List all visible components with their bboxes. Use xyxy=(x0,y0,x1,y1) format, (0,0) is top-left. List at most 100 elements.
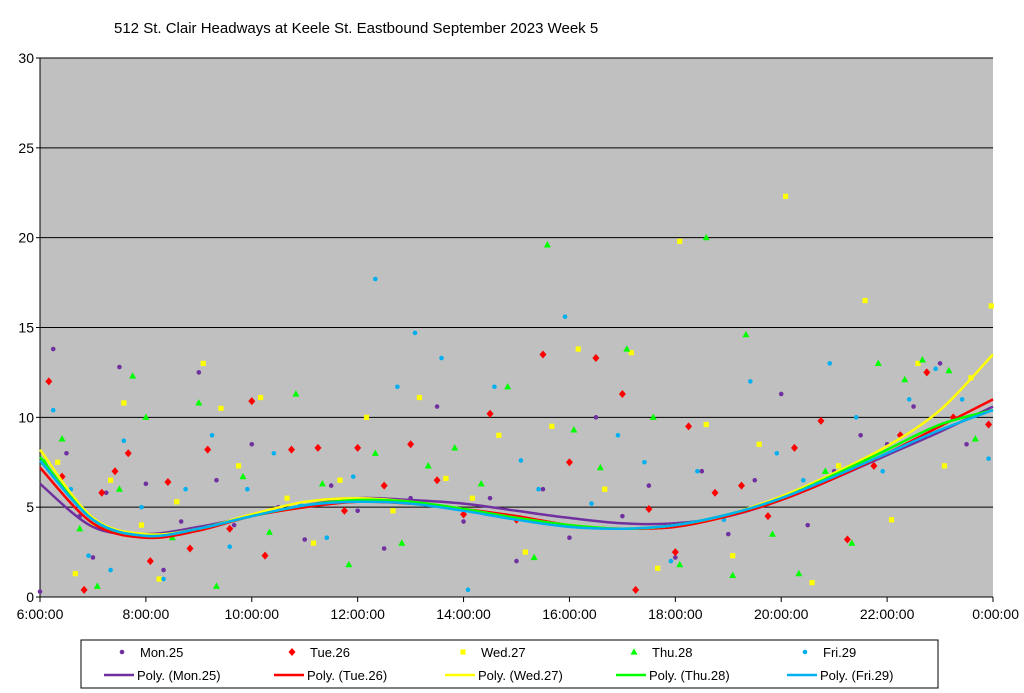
data-point xyxy=(971,435,979,442)
data-point xyxy=(986,456,991,461)
data-point xyxy=(373,276,378,282)
data-point xyxy=(310,540,317,546)
data-point xyxy=(390,508,396,514)
data-point xyxy=(768,530,776,537)
data-point xyxy=(623,345,631,352)
data-point xyxy=(730,553,736,559)
axes: 0 5 10 15 20 25 30 6:00:00 8:00:00 10:00:00 12:00:… xyxy=(17,50,1020,622)
data-point xyxy=(111,467,119,476)
data-point xyxy=(742,330,750,338)
data-point xyxy=(287,445,295,454)
data-point xyxy=(567,535,572,541)
data-point xyxy=(363,414,370,420)
data-point xyxy=(86,553,91,558)
x-tick-label: 0:00:00 xyxy=(972,606,1019,622)
data-point xyxy=(615,433,621,438)
data-point xyxy=(143,481,149,487)
data-point xyxy=(835,463,842,469)
data-point xyxy=(45,377,53,386)
data-point xyxy=(460,510,468,519)
data-point xyxy=(874,359,882,367)
data-point xyxy=(880,468,885,474)
data-point xyxy=(923,368,931,377)
data-point xyxy=(93,582,101,589)
data-point xyxy=(302,537,308,542)
data-point xyxy=(58,435,66,442)
data-point xyxy=(50,346,56,352)
data-point xyxy=(328,483,334,488)
data-point xyxy=(937,361,943,366)
data-point xyxy=(350,474,356,479)
data-point xyxy=(575,346,581,352)
legend-label: Mon.25 xyxy=(140,645,183,660)
legend-label: Fri.29 xyxy=(823,645,856,660)
data-point xyxy=(371,449,379,456)
data-point xyxy=(817,416,825,425)
y-tick-label: 10 xyxy=(18,409,34,425)
data-point xyxy=(55,459,61,465)
data-point xyxy=(628,350,634,356)
data-point xyxy=(645,504,653,513)
data-point xyxy=(589,501,594,506)
data-point xyxy=(649,413,657,420)
data-point xyxy=(261,551,269,560)
data-point xyxy=(752,477,758,483)
y-tick-label: 20 xyxy=(18,230,34,246)
data-point xyxy=(164,478,172,487)
data-point xyxy=(318,480,326,487)
data-point xyxy=(72,571,78,577)
data-point xyxy=(764,512,772,521)
data-point xyxy=(183,486,188,492)
data-point xyxy=(103,490,109,496)
x-tick-label: 12:00:00 xyxy=(330,606,385,622)
data-point xyxy=(800,477,806,483)
legend-label: Poly. (Fri.29) xyxy=(820,668,893,683)
data-point xyxy=(50,407,56,413)
data-point xyxy=(218,405,224,411)
data-point xyxy=(117,364,122,370)
data-point xyxy=(245,486,250,492)
data-point xyxy=(985,420,993,429)
data-point xyxy=(790,443,798,452)
data-point xyxy=(778,391,784,397)
data-point xyxy=(107,477,114,483)
data-point xyxy=(593,415,599,420)
legend-label: Tue.26 xyxy=(310,645,350,660)
data-point xyxy=(443,475,449,482)
data-point xyxy=(530,553,538,561)
data-point xyxy=(602,486,608,492)
data-point xyxy=(324,535,330,541)
data-point xyxy=(292,390,300,397)
x-tick-label: 16:00:00 xyxy=(542,606,597,622)
data-point xyxy=(398,539,406,546)
data-point xyxy=(827,361,833,366)
data-point xyxy=(655,565,661,571)
data-point xyxy=(805,522,810,528)
data-point xyxy=(138,522,145,528)
data-point xyxy=(668,558,674,564)
data-point xyxy=(941,463,948,469)
data-point xyxy=(848,539,856,546)
trendline-poly-tue-26 xyxy=(39,398,994,540)
data-point xyxy=(434,404,440,409)
data-point xyxy=(911,404,916,409)
data-point xyxy=(988,303,994,309)
data-point xyxy=(673,555,678,560)
data-point xyxy=(209,433,215,438)
data-point xyxy=(699,468,705,474)
data-point xyxy=(756,441,762,447)
legend-marker xyxy=(288,648,296,656)
y-tick-label: 5 xyxy=(26,499,34,515)
legend-box xyxy=(80,639,939,689)
data-point xyxy=(271,450,277,456)
data-point xyxy=(853,415,859,420)
data-point xyxy=(618,389,626,398)
data-point xyxy=(226,524,234,533)
data-point xyxy=(888,517,895,523)
x-tick-label: 14:00:00 xyxy=(436,606,491,622)
x-tick-label: 20:00:00 xyxy=(754,606,809,622)
legend-label: Poly. (Mon.25) xyxy=(137,668,221,683)
legend-label: Poly. (Thu.28) xyxy=(649,668,730,683)
x-tick-label: 10:00:00 xyxy=(225,606,280,622)
data-point xyxy=(227,544,233,549)
